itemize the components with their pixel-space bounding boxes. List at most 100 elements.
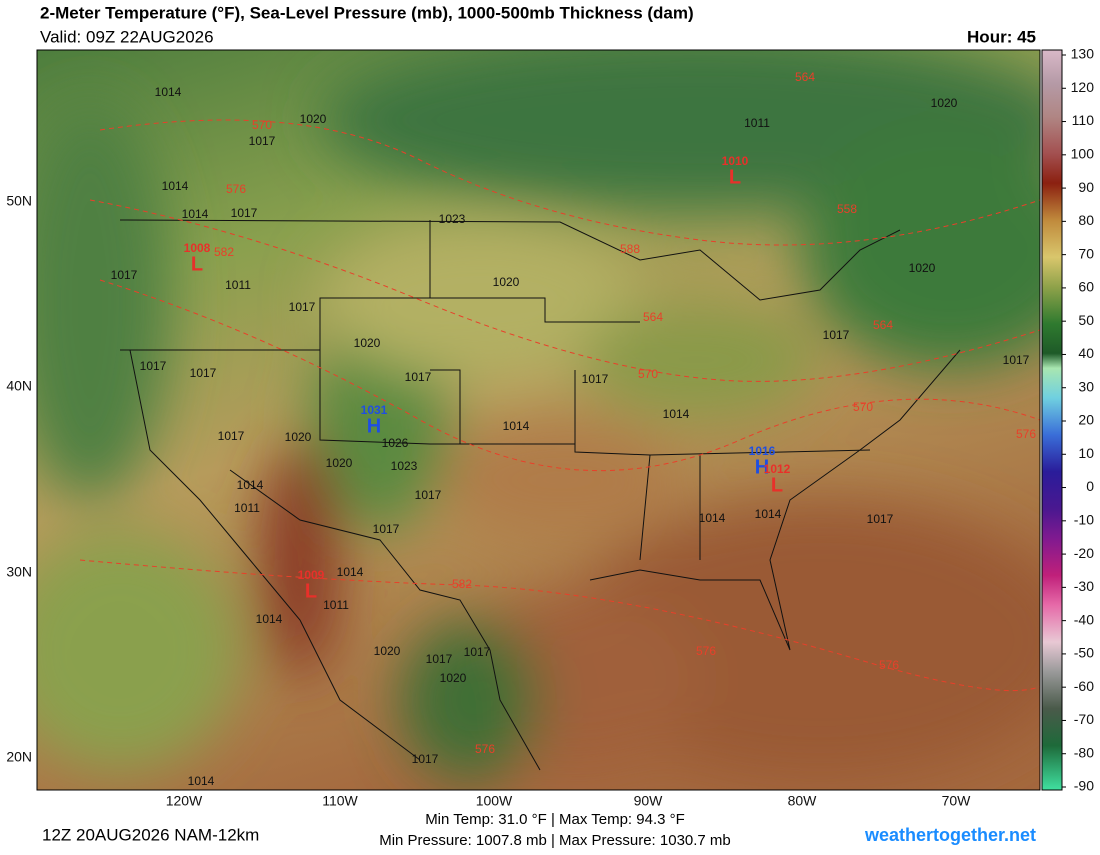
isobar-label: 1014	[182, 207, 209, 221]
center-pressure: 1008	[184, 241, 211, 255]
pressure-center-symbol: H	[367, 415, 381, 437]
isobar-label: 1017	[823, 328, 850, 342]
isobar-label: 1014	[162, 179, 189, 193]
isobar-label: 1020	[374, 644, 401, 658]
colorbar	[1041, 49, 1063, 791]
isobar-label: 1014	[755, 507, 782, 521]
isobar-label: 1020	[493, 275, 520, 289]
isobar-label: 1020	[440, 671, 467, 685]
pressure-center-symbol: L	[305, 580, 317, 602]
center-pressure: 1012	[764, 462, 791, 476]
isobar-label: 1026	[382, 436, 409, 450]
isobar-label: 1011	[744, 116, 770, 130]
thickness-label: 570	[638, 367, 658, 381]
center-pressure: 1016	[749, 444, 776, 458]
isobar-label: 1011	[323, 598, 349, 612]
thickness-label: 588	[620, 242, 640, 256]
isobar-label: 1017	[415, 488, 442, 502]
longitude-label: 90W	[634, 793, 664, 809]
center-pressure: 1010	[722, 154, 749, 168]
isobar-label: 1014	[188, 774, 215, 788]
isobar-label: 1017	[867, 512, 894, 526]
latitude-label: 50N	[6, 193, 32, 209]
thickness-label: 576	[879, 658, 899, 672]
colorbar-tick-label: 30	[1078, 378, 1094, 394]
thickness-label: 570	[252, 118, 272, 132]
thickness-label: 564	[643, 310, 663, 324]
pressure-center-symbol: L	[771, 474, 783, 496]
isobar-label: 1014	[699, 511, 726, 525]
forecast-hour: Hour: 45	[967, 27, 1036, 46]
colorbar-tick-label: -90	[1074, 778, 1094, 794]
isobar-label: 1023	[439, 212, 466, 226]
pressure-center-symbol: L	[191, 253, 203, 275]
colorbar-tick-label: 120	[1071, 79, 1095, 95]
isobar-label: 1014	[503, 419, 530, 433]
isobar-label: 1020	[300, 112, 327, 126]
isobar-label: 1020	[354, 336, 381, 350]
colorbar-tick-label: 80	[1078, 212, 1094, 228]
colorbar-tick-label: 50	[1078, 312, 1094, 328]
isobar-label: 1011	[225, 278, 251, 292]
isobar-label: 1017	[426, 652, 453, 666]
isobar-label: 1017	[405, 370, 432, 384]
pressure-center-symbol: L	[729, 166, 741, 188]
isobar-label: 1011	[234, 501, 260, 515]
thickness-label: 576	[475, 742, 495, 756]
isobar-label: 1017	[111, 268, 138, 282]
isobar-label: 1017	[373, 522, 400, 536]
thickness-label: 558	[837, 202, 857, 216]
thickness-label: 576	[1016, 427, 1036, 441]
colorbar-tick-label: -30	[1074, 578, 1094, 594]
isobar-label: 1017	[464, 645, 491, 659]
longitude-label: 110W	[322, 793, 358, 809]
latitude-label: 20N	[6, 749, 32, 765]
title: 2-Meter Temperature (°F), Sea-Level Pres…	[40, 3, 694, 22]
colorbar-tick-label: -80	[1074, 744, 1094, 760]
model-run: 12Z 20AUG2026 NAM-12km	[42, 825, 259, 844]
isobar-label: 1017	[289, 300, 316, 314]
colorbar-tick-label: -10	[1074, 512, 1094, 528]
colorbar-tick-label: 110	[1072, 112, 1095, 128]
thickness-label: 564	[873, 318, 893, 332]
map-area: 1014 1020 1017 1014 1014 1017 1023 1017 1011 1017…	[37, 50, 1040, 790]
temp-range: Min Temp: 31.0 °F | Max Temp: 94.3 °F	[425, 811, 685, 828]
pressure-center-symbol: H	[755, 456, 769, 478]
colorbar-tick-label: -20	[1074, 545, 1094, 561]
isobar-label: 1014	[337, 565, 364, 579]
isobar-label: 1020	[326, 456, 353, 470]
colorbar-tick-label: 90	[1078, 179, 1094, 195]
colorbar-tick-label: -60	[1074, 678, 1094, 694]
colorbar-tick-label: 70	[1078, 245, 1094, 261]
isobar-label: 1017	[218, 429, 245, 443]
colorbar-tick-label: 130	[1071, 46, 1095, 62]
isobar-label: 1014	[663, 407, 690, 421]
longitude-label: 80W	[788, 793, 818, 809]
isobar-label: 1017	[1003, 353, 1030, 367]
longitude-label: 70W	[942, 793, 972, 809]
isobar-label: 1020	[285, 430, 312, 444]
thickness-label: 564	[795, 70, 815, 84]
colorbar-tick-label: -40	[1074, 611, 1094, 627]
colorbar-tick-label: -50	[1074, 645, 1094, 661]
colorbar-tick-label: 40	[1078, 345, 1094, 361]
pressure-range: Min Pressure: 1007.8 mb | Max Pressure: …	[379, 832, 731, 849]
center-pressure: 1031	[361, 403, 388, 417]
colorbar-tick-label: 20	[1078, 412, 1094, 428]
longitude-label: 100W	[476, 793, 513, 809]
colorbar-tick-label: 0	[1086, 478, 1094, 494]
boundaries	[119, 219, 961, 771]
colorbar-tick-label: 60	[1078, 279, 1094, 295]
thickness-label: 576	[226, 182, 246, 196]
isobar-label: 1017	[190, 366, 217, 380]
latitude-label: 40N	[6, 378, 32, 394]
latitude-label: 30N	[6, 564, 32, 580]
isobar-label: 1017	[582, 372, 609, 386]
isobar-label: 1017	[231, 206, 258, 220]
isobar-label: 1017	[249, 134, 276, 148]
isobar-label: 1014	[256, 612, 283, 626]
isobar-label: 1020	[931, 96, 958, 110]
thickness-label: 570	[853, 400, 873, 414]
map-frame	[36, 49, 1041, 791]
